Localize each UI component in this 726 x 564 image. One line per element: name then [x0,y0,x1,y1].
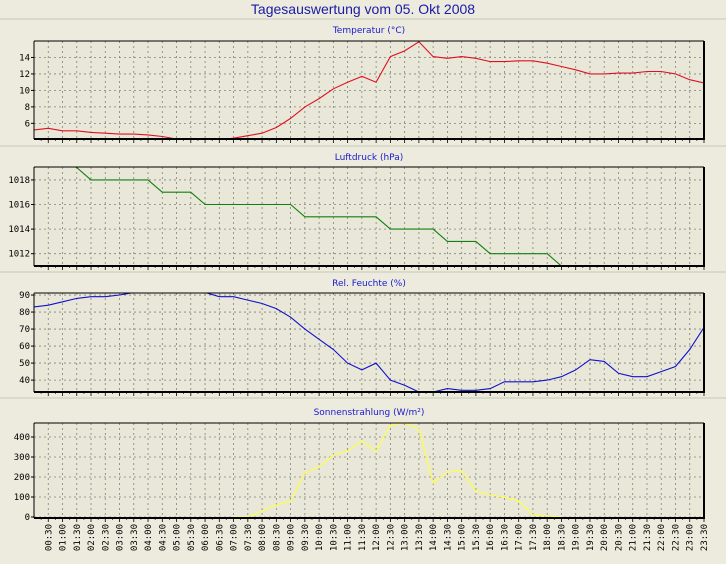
x-tick-label: 14:00 [429,524,439,551]
x-tick-label: 18:30 [557,524,567,551]
chart-panel-1: Luftdruck (hPa) 1012 1014 1016 1018 [0,153,726,273]
x-tick-label: 21:00 [629,524,639,551]
x-tick-label: 02:00 [87,524,97,551]
x-tick-label: 10:00 [315,524,325,551]
y-tick-label: 300 [14,453,30,463]
x-tick-label: 00:30 [44,524,54,551]
chart-panel-2: Rel. Feuchte (%) 40 50 60 70 80 90 [0,279,726,399]
x-tick-label: 13:30 [415,524,425,551]
y-tick-label: 400 [14,433,30,443]
x-tick-label: 10:30 [329,524,339,551]
x-tick-label: 02:30 [101,524,111,551]
plot-area [34,41,704,139]
plot-area [34,293,704,392]
x-tick-label: 20:00 [600,524,610,551]
x-tick-label: 13:00 [401,524,411,551]
x-tick-label: 03:00 [116,524,126,551]
x-tick-label: 23:00 [686,524,696,551]
x-tick-label: 04:30 [158,524,168,551]
series-line [34,41,704,139]
x-tick-label: 08:30 [272,524,282,551]
x-tick-label: 12:30 [386,524,396,551]
y-tick-label: 12 [19,70,30,80]
y-tick-label: 1012 [8,250,30,260]
x-tick-label: 19:00 [572,524,582,551]
x-tick-label: 03:30 [130,524,140,551]
chart-title: Rel. Feuchte (%) [332,279,406,289]
x-tick-label: 17:00 [515,524,525,551]
chart-title: Sonnenstrahlung (W/m²) [314,408,425,418]
x-tick-label: 22:00 [657,524,667,551]
series-line [73,167,563,266]
x-tick-label: 07:30 [244,524,254,551]
series-line [34,293,704,392]
x-tick-label: 20:30 [614,524,624,551]
x-tick-label: 01:30 [73,524,83,551]
x-tick-label: 16:00 [486,524,496,551]
chart-title: Luftdruck (hPa) [335,153,404,163]
x-tick-label: 01:00 [59,524,69,551]
x-tick-label: 11:00 [344,524,354,551]
y-tick-label: 50 [19,359,30,369]
x-tick-label: 04:00 [144,524,154,551]
y-tick-label: 0 [25,513,30,523]
y-tick-label: 8 [25,103,30,113]
chart-panel-0: Temperatur (°C) 6 8 10 12 14 [0,26,726,147]
y-tick-label: 6 [25,119,30,129]
x-tick-label: 19:30 [586,524,596,551]
x-tick-label: 06:30 [215,524,225,551]
x-tick-label: 05:30 [187,524,197,551]
y-tick-label: 100 [14,493,30,503]
x-tick-label: 11:30 [358,524,368,551]
y-tick-label: 1018 [8,176,30,186]
x-tick-label: 21:30 [643,524,653,551]
x-tick-label: 16:30 [500,524,510,551]
x-tick-label: 18:00 [543,524,553,551]
y-tick-label: 200 [14,473,30,483]
y-tick-label: 1014 [8,225,30,235]
y-tick-label: 80 [19,308,30,318]
chart-panel-3: Sonnenstrahlung (W/m²) 0 100 200 300 400 [14,408,705,523]
x-tick-label: 14:30 [443,524,453,551]
x-tick-label: 12:00 [372,524,382,551]
main-title: Tagesauswertung vom 05. Okt 2008 [250,1,476,17]
x-tick-label: 05:00 [173,524,183,551]
plot-area [34,423,704,518]
y-tick-label: 90 [19,291,30,301]
chart-title: Temperatur (°C) [332,26,405,36]
x-tick-label: 17:30 [529,524,539,551]
y-tick-label: 60 [19,342,30,352]
x-tick-label: 23:30 [700,524,710,551]
y-tick-label: 10 [19,86,30,96]
series-line [233,423,562,518]
y-tick-label: 40 [19,376,30,386]
x-tick-label: 08:00 [258,524,268,551]
x-tick-label: 22:30 [671,524,681,551]
x-tick-label: 09:30 [301,524,311,551]
y-tick-label: 70 [19,325,30,335]
y-tick-label: 14 [19,53,30,63]
y-tick-label: 1016 [8,201,30,211]
x-tick-label: 07:00 [230,524,240,551]
x-tick-label: 06:00 [201,524,211,551]
x-tick-label: 15:30 [472,524,482,551]
x-tick-label: 15:00 [458,524,468,551]
x-tick-label: 09:00 [287,524,297,551]
